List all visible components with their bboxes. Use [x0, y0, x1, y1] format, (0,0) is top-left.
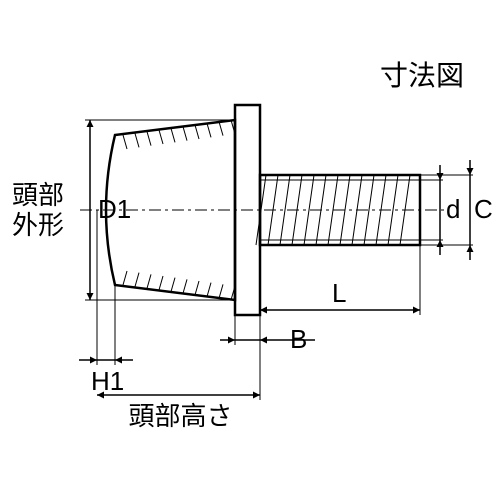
knurl-hatch [123, 271, 127, 285]
label-head-profile-1: 頭部 [12, 180, 64, 210]
label-H1: H1 [91, 366, 124, 396]
knurl-hatch [123, 135, 127, 149]
knurl-hatch [147, 274, 151, 288]
label-C: C [474, 194, 493, 224]
knurl-hatch [147, 132, 151, 146]
title: 寸法図 [380, 60, 464, 91]
knurl-hatch [135, 133, 139, 147]
knurl-hatch [183, 127, 187, 141]
knurl-hatch [159, 276, 163, 290]
knurl-hatch [219, 284, 223, 298]
knurl-hatch [159, 130, 163, 144]
label-D1: D1 [98, 194, 131, 224]
label-L: L [332, 278, 346, 308]
label-B: B [290, 324, 307, 354]
label-head-profile-2: 外形 [12, 210, 64, 240]
knurl-hatch [183, 279, 187, 293]
knurl-hatch [195, 125, 199, 139]
knurl-hatch [135, 273, 139, 287]
label-d: d [446, 194, 460, 224]
knurl-hatch [207, 283, 211, 297]
label-head-height: 頭部高さ [129, 401, 233, 431]
knurl-hatch [207, 123, 211, 137]
knurl-hatch [195, 281, 199, 295]
knurl-hatch [171, 128, 175, 142]
knurl-hatch [171, 278, 175, 292]
knurl-hatch [219, 122, 223, 136]
